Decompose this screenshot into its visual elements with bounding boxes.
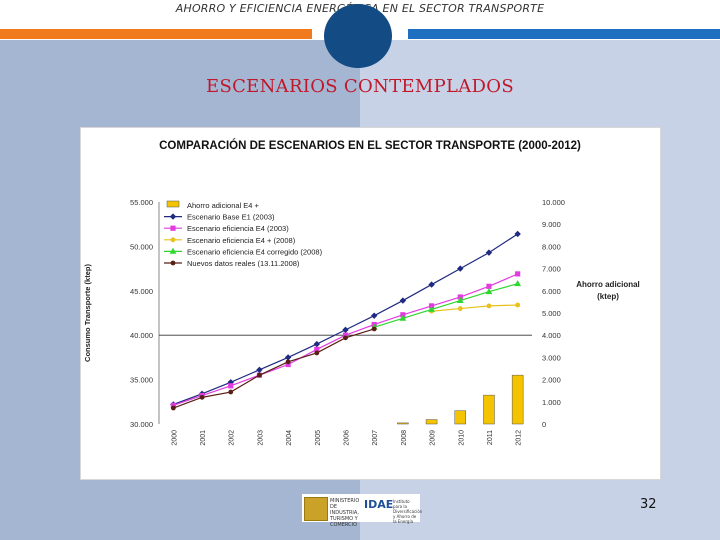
y-tick-label: 35.000 xyxy=(130,376,153,385)
legend-label: Escenario eficiencia E4 corregido (2008) xyxy=(187,247,323,256)
government-emblem-icon xyxy=(304,497,328,521)
bar-ahorro-adicional xyxy=(425,419,438,425)
bar-ahorro-adicional xyxy=(511,374,524,425)
y2-tick-label: 9.000 xyxy=(542,220,561,229)
y-tick-label: 45.000 xyxy=(130,287,153,296)
y-tick-label: 55.000 xyxy=(130,198,153,207)
series-point-1 xyxy=(228,383,234,389)
idae-logo-subtitle: Instituto para la Diversificación y Ahor… xyxy=(393,499,423,524)
series-point-2 xyxy=(486,303,492,309)
x-tick-label: 2006 xyxy=(344,430,351,446)
y2-tick-label: 10.000 xyxy=(542,198,565,207)
y-axis-label: Consumo Transporte (ktep) xyxy=(83,264,92,362)
series-point-0 xyxy=(342,326,349,334)
series-point-0 xyxy=(457,265,464,272)
ministry-logo-text: MINISTERIO DE INDUSTRIA, TURISMO Y COMER… xyxy=(330,498,360,528)
legend-label: Nuevos datos reales (13.11.2008) xyxy=(187,259,300,268)
y2-tick-label: 7.000 xyxy=(542,265,561,274)
x-tick-label: 2001 xyxy=(200,430,207,446)
series-point-4 xyxy=(199,394,205,400)
series-point-1 xyxy=(170,402,176,408)
chart-panel: COMPARACIÓN DE ESCENARIOS EN EL SECTOR T… xyxy=(80,127,661,480)
bar-ahorro-adicional xyxy=(483,394,495,425)
y-tick-label: 40.000 xyxy=(130,331,153,340)
series-point-0 xyxy=(485,249,493,256)
series-point-4 xyxy=(228,389,234,395)
y-tick-label: 50.000 xyxy=(130,242,153,251)
y2-axis-label-unit: (ktep) xyxy=(597,292,619,301)
legend-label: Ahorro adicional E4 + xyxy=(187,201,260,210)
series-point-1 xyxy=(285,361,291,368)
series-point-1 xyxy=(515,271,521,277)
series-point-2 xyxy=(457,306,463,311)
series-point-1 xyxy=(342,332,349,338)
orange-stripe xyxy=(0,29,312,39)
x-tick-label: 2003 xyxy=(257,430,264,446)
series-point-3 xyxy=(485,288,493,295)
x-tick-label: 2010 xyxy=(458,430,465,446)
x-tick-label: 2007 xyxy=(372,430,379,446)
legend-swatch-marker xyxy=(170,260,176,266)
series-point-3 xyxy=(456,296,464,303)
series-point-1 xyxy=(314,346,320,353)
series-point-0 xyxy=(370,312,378,319)
legend-label: Escenario Base E1 (2003) xyxy=(187,213,275,222)
x-tick-label: 2005 xyxy=(315,430,322,446)
series-point-3 xyxy=(399,314,407,321)
header-circle xyxy=(324,4,392,68)
y2-tick-label: 1.000 xyxy=(542,398,561,407)
series-point-2 xyxy=(515,302,521,308)
series-point-3 xyxy=(428,305,435,312)
series-line-3 xyxy=(374,283,518,328)
y2-tick-label: 3.000 xyxy=(542,353,561,362)
x-tick-label: 2002 xyxy=(229,430,236,446)
series-point-0 xyxy=(313,340,321,348)
series-point-0 xyxy=(256,366,263,374)
y2-tick-label: 4.000 xyxy=(542,331,561,340)
y2-tick-label: 5.000 xyxy=(542,309,561,318)
series-point-4 xyxy=(343,335,348,341)
blue-stripe xyxy=(408,29,720,39)
legend-swatch-marker xyxy=(169,247,177,254)
legend-swatch-marker xyxy=(170,237,176,243)
chart-title: COMPARACIÓN DE ESCENARIOS EN EL SECTOR T… xyxy=(159,139,581,152)
y2-axis-label: Ahorro adicional xyxy=(576,280,640,289)
x-tick-label: 2008 xyxy=(401,430,408,446)
series-point-3 xyxy=(514,280,522,287)
y-tick-label: 30.000 xyxy=(130,420,153,429)
slide-title: ESCENARIOS CONTEMPLADOS xyxy=(206,76,514,97)
x-tick-label: 2009 xyxy=(430,430,437,446)
series-point-4 xyxy=(314,350,320,356)
x-tick-label: 2000 xyxy=(171,430,178,446)
series-point-4 xyxy=(371,326,377,332)
idae-logo: IDAE xyxy=(364,498,394,511)
series-point-1 xyxy=(486,283,492,289)
series-point-4 xyxy=(285,359,291,365)
series-point-4 xyxy=(257,372,262,378)
legend-label: Escenario eficiencia E4 + (2008) xyxy=(187,236,296,245)
scenario-chart: COMPARACIÓN DE ESCENARIOS EN EL SECTOR T… xyxy=(83,139,640,446)
legend-swatch-marker xyxy=(170,225,176,231)
legend-swatch-marker xyxy=(169,213,177,220)
page-number: 32 xyxy=(640,497,657,512)
legend-swatch-bar xyxy=(166,200,180,208)
x-tick-label: 2012 xyxy=(516,430,523,446)
series-point-0 xyxy=(514,230,521,238)
series-line-2 xyxy=(431,304,518,312)
series-point-0 xyxy=(399,297,407,304)
y2-tick-label: 8.000 xyxy=(542,242,561,251)
y2-tick-label: 6.000 xyxy=(542,287,561,296)
series-line-4 xyxy=(173,328,375,409)
bar-ahorro-adicional xyxy=(397,422,409,425)
y2-tick-label: 0 xyxy=(542,420,546,429)
x-tick-label: 2011 xyxy=(487,430,494,445)
bar-ahorro-adicional xyxy=(454,410,467,425)
y2-tick-label: 2.000 xyxy=(542,376,561,385)
series-point-0 xyxy=(428,281,435,288)
series-point-4 xyxy=(170,405,176,411)
legend-label: Escenario eficiencia E4 (2003) xyxy=(187,224,289,233)
x-tick-label: 2004 xyxy=(286,430,293,446)
